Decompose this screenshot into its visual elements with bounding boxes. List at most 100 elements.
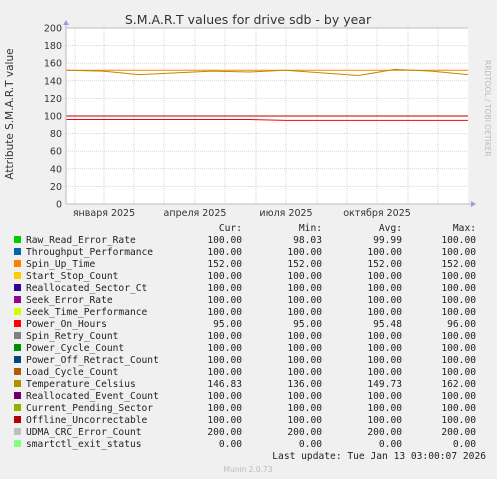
- legend-swatch: [14, 392, 21, 399]
- y-tick-label: 0: [56, 200, 62, 211]
- y-tick-label: 140: [44, 76, 62, 87]
- x-tick-label: января 2025: [73, 208, 135, 219]
- legend-value-avg: 100.00: [367, 415, 402, 426]
- legend-swatch: [14, 380, 21, 387]
- legend-value-avg: 100.00: [367, 247, 402, 258]
- y-tick-label: 180: [44, 41, 62, 52]
- y-axis-arrow-icon: [63, 20, 69, 25]
- legend-value-avg: 100.00: [367, 367, 402, 378]
- legend-series-name: Throughput_Performance: [26, 247, 153, 258]
- legend-series-name: Seek_Time_Performance: [26, 307, 148, 318]
- legend: Cur: Min: Avg: Max: Raw_Read_Error_Rate 100.0…: [14, 223, 476, 450]
- legend-series-name: Spin_Retry_Count: [26, 331, 118, 342]
- legend-column-header: Avg:: [379, 223, 402, 234]
- legend-swatch: [14, 236, 21, 243]
- legend-value-max: 100.00: [441, 415, 476, 426]
- legend-series-name: Offline_Uncorrectable: [26, 415, 148, 426]
- legend-value-max: 100.00: [441, 391, 476, 402]
- legend-value-avg: 0.00: [379, 439, 402, 450]
- legend-value-min: 100.00: [287, 403, 322, 414]
- legend-value-min: 100.00: [287, 331, 322, 342]
- legend-value-cur: 95.00: [213, 319, 242, 330]
- legend-value-cur: 100.00: [207, 403, 242, 414]
- legend-swatch: [14, 332, 21, 339]
- legend-value-max: 100.00: [441, 235, 476, 246]
- legend-swatch: [14, 272, 21, 279]
- legend-value-min: 100.00: [287, 283, 322, 294]
- y-axis-label: Attribute S.M.A.R.T value: [4, 48, 16, 179]
- y-tick-label: 80: [50, 129, 62, 140]
- legend-swatch: [14, 404, 21, 411]
- legend-swatch: [14, 344, 21, 351]
- legend-value-max: 162.00: [441, 379, 476, 390]
- last-update: Last update: Tue Jan 13 03:00:07 2026: [272, 451, 486, 462]
- legend-column-header: Min:: [299, 223, 322, 234]
- series-line-temperature-celsius: [65, 68, 469, 77]
- legend-series-name: Power_Cycle_Count: [26, 343, 124, 354]
- legend-value-max: 100.00: [441, 271, 476, 282]
- y-tick-label: 40: [50, 164, 62, 175]
- y-tick-label: 160: [44, 59, 62, 70]
- legend-column-header: Cur:: [219, 223, 242, 234]
- legend-value-max: 152.00: [441, 259, 476, 270]
- series-lines: [65, 27, 469, 205]
- legend-value-avg: 100.00: [367, 403, 402, 414]
- legend-series-name: Reallocated_Event_Count: [26, 391, 159, 402]
- legend-swatch: [14, 428, 21, 435]
- rrdtool-side-label: RRDTOOL / TOBI OETIKER: [483, 60, 492, 157]
- legend-value-min: 100.00: [287, 415, 322, 426]
- y-tick-label: 200: [44, 24, 62, 35]
- legend-value-min: 100.00: [287, 307, 322, 318]
- series-line-power-on-hours: [66, 119, 468, 121]
- y-tick-label: 60: [50, 147, 62, 158]
- legend-swatch: [14, 296, 21, 303]
- legend-swatch: [14, 320, 21, 327]
- legend-value-min: 100.00: [287, 247, 322, 258]
- x-tick-label: апреля 2025: [164, 208, 227, 219]
- legend-value-min: 95.00: [293, 319, 322, 330]
- legend-series-name: smartctl_exit_status: [26, 439, 142, 450]
- legend-series-name: Reallocated_Sector_Ct: [26, 283, 147, 294]
- legend-swatch: [14, 284, 21, 291]
- legend-value-max: 100.00: [441, 343, 476, 354]
- legend-series-name: Temperature_Celsius: [26, 379, 136, 390]
- legend-series-name: UDMA_CRC_Error_Count: [26, 427, 142, 438]
- legend-value-max: 100.00: [441, 355, 476, 366]
- legend-series-name: Spin_Up_Time: [26, 259, 96, 270]
- y-tick-label: 100: [44, 112, 62, 123]
- legend-value-avg: 100.00: [367, 331, 402, 342]
- axes: 0 20 40 60 80 100 120 140 160 180 200 января 2025 ап…: [44, 20, 476, 219]
- legend-value-cur: 100.00: [207, 271, 242, 282]
- legend-value-cur: 100.00: [207, 343, 242, 354]
- legend-value-avg: 99.99: [373, 235, 402, 246]
- legend-series-name: Load_Cycle_Count: [26, 367, 118, 378]
- legend-series-name: Start_Stop_Count: [26, 271, 118, 282]
- legend-value-avg: 200.00: [367, 427, 402, 438]
- legend-value-cur: 100.00: [207, 295, 242, 306]
- x-tick-label: июля 2025: [259, 208, 312, 219]
- legend-value-min: 0.00: [299, 439, 322, 450]
- legend-value-avg: 100.00: [367, 355, 402, 366]
- legend-value-cur: 100.00: [207, 331, 242, 342]
- legend-value-min: 100.00: [287, 367, 322, 378]
- y-tick-label: 120: [44, 94, 62, 105]
- legend-value-min: 100.00: [287, 391, 322, 402]
- x-tick-label: октября 2025: [343, 208, 411, 219]
- legend-series-name: Raw_Read_Error_Rate: [26, 235, 136, 246]
- legend-value-cur: 146.83: [207, 379, 242, 390]
- legend-value-avg: 100.00: [367, 343, 402, 354]
- legend-value-cur: 100.00: [207, 391, 242, 402]
- legend-value-cur: 100.00: [207, 367, 242, 378]
- legend-value-min: 100.00: [287, 355, 322, 366]
- legend-value-cur: 0.00: [219, 439, 242, 450]
- y-tick-label: 20: [50, 182, 62, 193]
- legend-swatch: [14, 260, 21, 267]
- legend-value-max: 100.00: [441, 283, 476, 294]
- legend-value-max: 100.00: [441, 247, 476, 258]
- x-axis-arrow-icon: [471, 201, 476, 207]
- chart-title: S.M.A.R.T values for drive sdb - by year: [125, 12, 372, 27]
- legend-value-min: 136.00: [287, 379, 322, 390]
- legend-value-cur: 100.00: [207, 307, 242, 318]
- legend-series-name: Power_Off_Retract_Count: [26, 355, 159, 366]
- legend-value-max: 100.00: [441, 295, 476, 306]
